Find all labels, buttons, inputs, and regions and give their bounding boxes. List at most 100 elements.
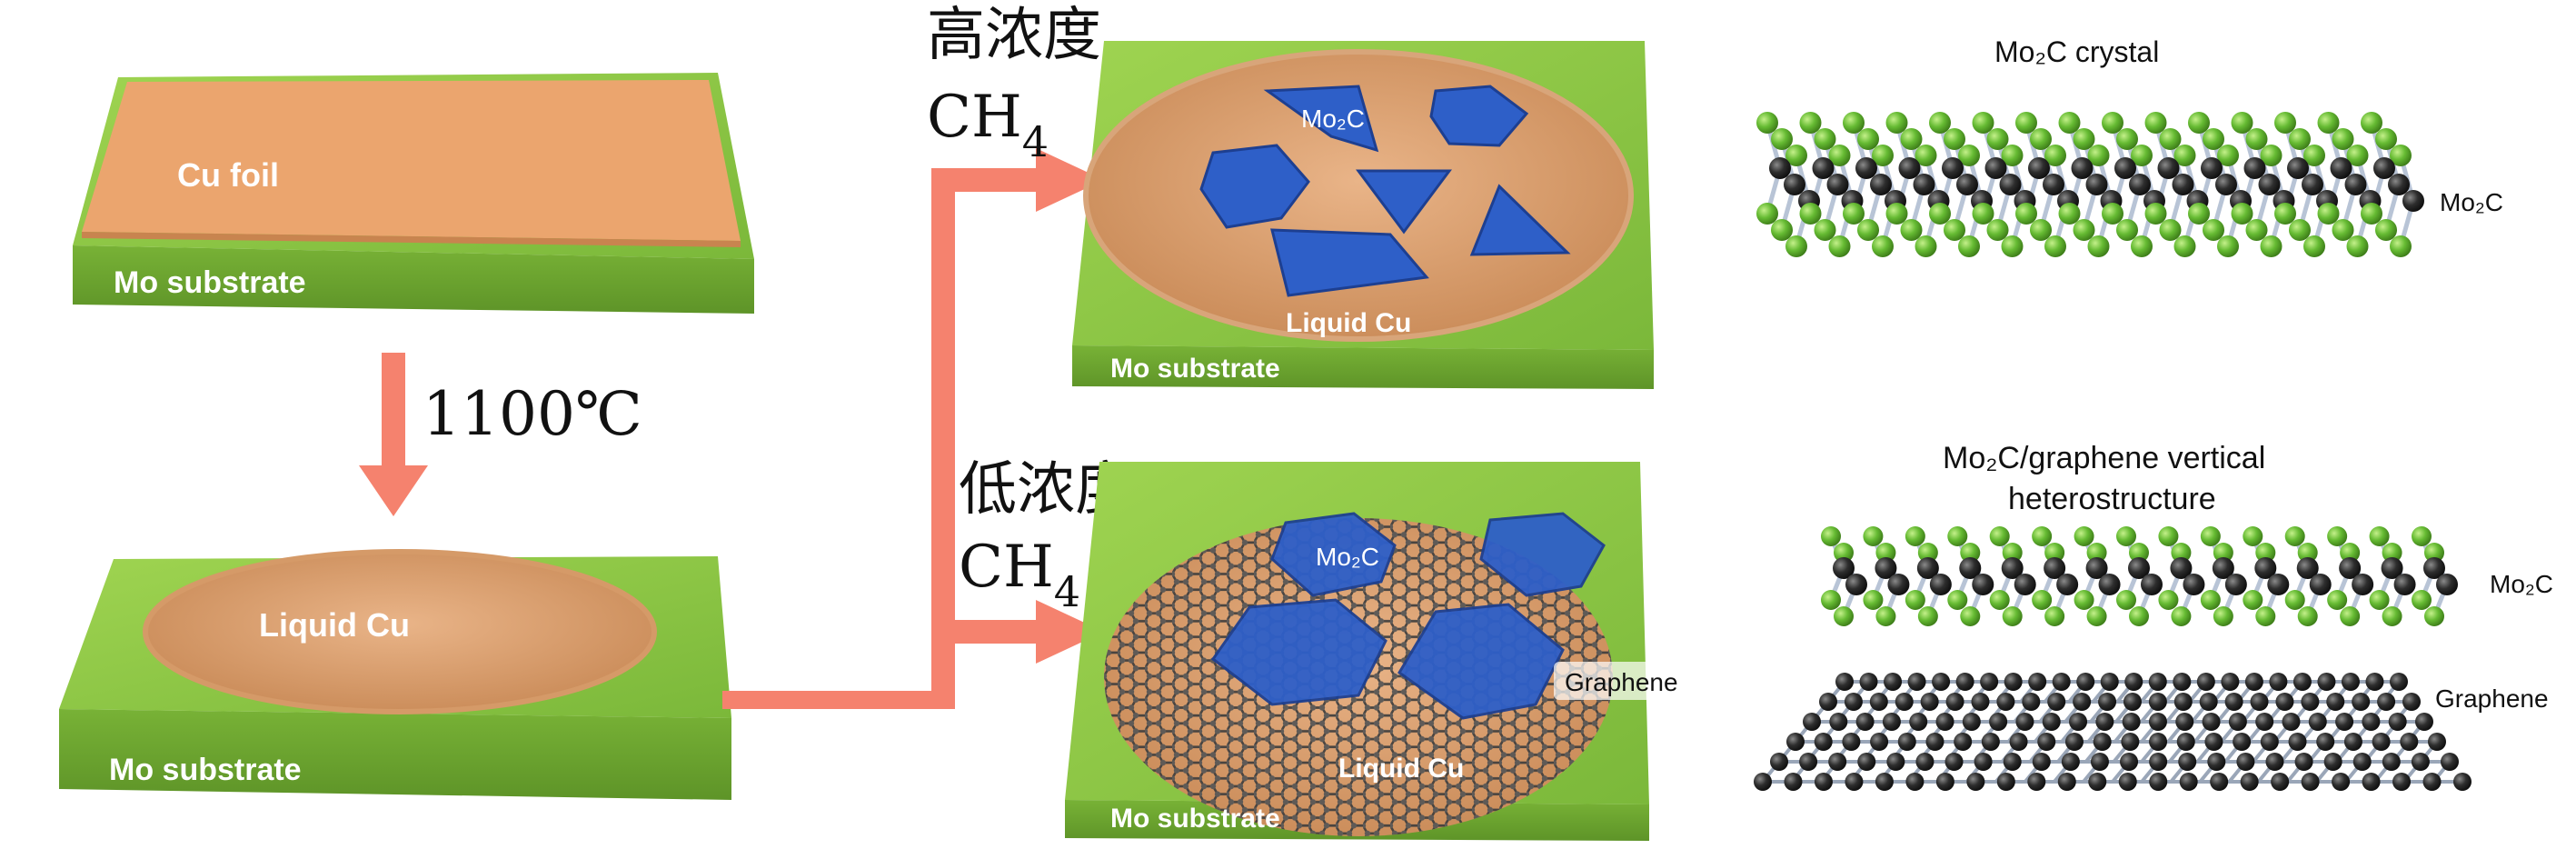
hetero-title-line2: heterostructure [2008, 482, 2216, 516]
mo-atom [1870, 174, 1892, 195]
graphene-carbon-atom [2400, 733, 2419, 751]
carbon-atom [2231, 203, 2253, 225]
graphene-carbon-atom [1784, 773, 1803, 791]
carbon-atom [1960, 543, 1981, 563]
carbon-atom [1828, 235, 1851, 257]
carbon-atom [2361, 203, 2382, 225]
graphene-carbon-atom [2301, 773, 2320, 791]
graphene-carbon-atom [2176, 733, 2195, 751]
carbon-atom [1771, 219, 1793, 241]
carbon-atom [2284, 590, 2305, 610]
mo-atom [2014, 574, 2036, 595]
liquid-cu-droplet [143, 549, 657, 714]
graphene-carbon-atom [2388, 713, 2407, 731]
carbon-atom [2346, 235, 2369, 257]
carbon-atom [1944, 128, 1965, 150]
carbon-atom [1875, 606, 1896, 626]
mo2c-flake-label: Mo₂C [1316, 543, 1379, 571]
mo-atom [2001, 557, 2024, 579]
carbon-atom [2317, 203, 2340, 225]
carbon-atom [1821, 526, 1841, 546]
graphene-carbon-atom [1974, 753, 1993, 771]
liquid-cu-label: Liquid Cu [259, 606, 410, 644]
graphene-carbon-atom [2064, 733, 2084, 751]
carbon-atom [1799, 203, 1822, 225]
graphene-carbon-atom [2377, 693, 2396, 711]
carbon-atom [2390, 235, 2412, 257]
mo-atom [2296, 557, 2319, 579]
carbon-atom [1885, 112, 1908, 134]
graphene-carbon-atom [2042, 713, 2061, 731]
graphene-carbon-atom [2199, 693, 2218, 711]
mo-atom [1984, 157, 2007, 179]
liquid-cu-label: Liquid Cu [1338, 754, 1464, 784]
graphene-carbon-atom [1971, 693, 1990, 711]
graphene-carbon-atom [1909, 713, 1928, 731]
graphene-carbon-atom [2032, 753, 2051, 771]
graphene-carbon-atom [2069, 713, 2088, 731]
carbon-atom [2274, 112, 2296, 134]
mo-atom [2309, 574, 2332, 595]
graphene-carbon-atom [2228, 713, 2247, 731]
carbon-atom [2044, 543, 2065, 563]
mo-atom [1916, 557, 1939, 579]
panel-high-concentration: Mo₂C Liquid Cu Mo substrate [1072, 41, 1654, 389]
graphene-carbon-atom [2422, 773, 2442, 791]
graphene-carbon-atom [1870, 733, 1889, 751]
carbon-atom [1828, 145, 1851, 166]
graphene-carbon-atom [2288, 733, 2307, 751]
graphene-carbon-atom [2175, 713, 2194, 731]
carbon-atom [1799, 112, 1822, 134]
mo-atom [2170, 557, 2193, 579]
substrate-label: Mo substrate [114, 265, 306, 300]
carbon-atom [2243, 526, 2263, 546]
graphene-carbon-atom [1857, 753, 1876, 771]
carbon-atom [2327, 526, 2348, 546]
graphene-carbon-atom [2362, 773, 2381, 791]
graphene-carbon-atom [1886, 753, 1905, 771]
carbon-atom [2058, 112, 2081, 134]
carbon-atom [2001, 235, 2024, 257]
cu-foil-label: Cu foil [177, 156, 279, 194]
mo-atom [1956, 174, 1978, 195]
carbon-atom [2129, 543, 2149, 563]
mo2c-crystal-model [1756, 112, 2424, 257]
graphene-carbon-atom [2148, 693, 2167, 711]
mo-atom [2381, 557, 2403, 579]
temperature-label: 1100℃ [423, 379, 642, 449]
graphene-carbon-atom [2118, 773, 2137, 791]
carbon-atom [1756, 203, 1778, 225]
graphene-carbon-atom [1897, 733, 1916, 751]
mo-atom [1845, 574, 1867, 595]
mo-atom [2287, 157, 2309, 179]
carbon-atom [1843, 203, 1865, 225]
graphene-carbon-atom [2003, 753, 2022, 771]
carbon-atom [2255, 606, 2276, 626]
graphene-carbon-atom [2332, 773, 2351, 791]
carbon-atom [1905, 526, 1925, 546]
carbon-atom [1947, 526, 1968, 546]
carbon-atom [1756, 112, 1778, 134]
graphene-carbon-atom [1915, 753, 1934, 771]
mo-atom [2172, 174, 2194, 195]
substrate-front [59, 709, 731, 800]
mo2c-flake-label: Mo₂C [1301, 105, 1365, 133]
graphene-carbon-atom [2362, 713, 2381, 731]
graphene-carbon-atom [2275, 693, 2294, 711]
mo2c-flake [1469, 184, 1571, 256]
carbon-atom [2245, 219, 2268, 241]
graphene-carbon-atom [2015, 713, 2034, 731]
graphene-carbon-atom [1845, 773, 1864, 791]
graphene-carbon-atom [1835, 673, 1854, 691]
graphene-carbon-atom [2415, 713, 2433, 731]
carbon-atom [1875, 543, 1896, 563]
carbon-atom [2074, 526, 2094, 546]
graphene-carbon-atom [2122, 713, 2141, 731]
graphene-carbon-atom [1935, 713, 1954, 731]
carbon-atom [2289, 128, 2311, 150]
mo-atom [2043, 174, 2064, 195]
carbon-atom [1958, 145, 1980, 166]
carbon-atom [2030, 219, 2052, 241]
graphene-carbon-atom [2428, 733, 2446, 751]
